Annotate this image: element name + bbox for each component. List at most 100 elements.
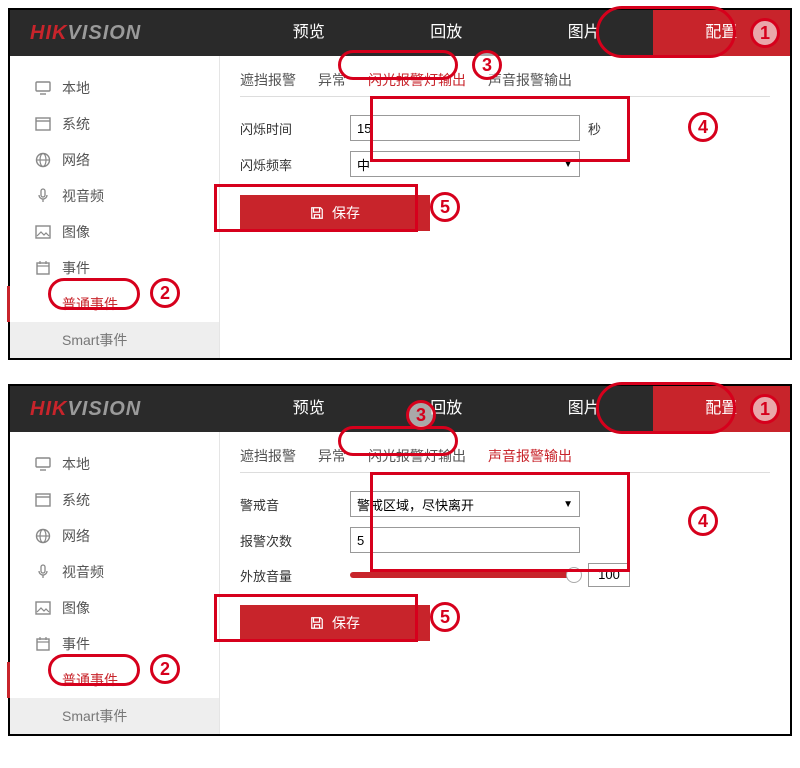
row-flash-freq: 闪烁频率 中 ▼ (240, 151, 770, 177)
volume-value: 100 (588, 563, 630, 587)
alarm-count-label: 报警次数 (240, 531, 350, 550)
chevron-down-icon: ▼ (563, 159, 573, 170)
logo-vision: VISION (67, 398, 141, 420)
sidebar: 本地 系统 网络 视音频 图像 事件 普通事件 Sm (10, 432, 220, 734)
logo: HIKVISION (10, 398, 240, 421)
sidebar-event-label: 事件 (62, 634, 90, 654)
subtab-audio[interactable]: 声音报警输出 (488, 446, 572, 466)
monitor-icon (34, 455, 52, 473)
sidebar-system[interactable]: 系统 (10, 482, 219, 518)
nav-preview[interactable]: 预览 (240, 386, 378, 432)
sidebar-event[interactable]: 事件 (10, 250, 219, 286)
nav-preview[interactable]: 预览 (240, 10, 378, 56)
volume-slider[interactable] (350, 572, 580, 578)
body: 本地 系统 网络 视音频 图像 事件 普通事件 Sm (10, 432, 790, 734)
content: 遮挡报警 异常 闪光报警灯输出 声音报警输出 3 闪烁时间 秒 闪烁频率 中 ▼ (220, 56, 790, 358)
row-alarm-count: 报警次数 (240, 527, 770, 553)
panel-flash-output: HIKVISION 预览 回放 图片 配置 1 本地 系统 网络 视音频 (8, 8, 792, 360)
sidebar-network-label: 网络 (62, 150, 90, 170)
sidebar-event-smart[interactable]: Smart事件 (10, 322, 219, 358)
save-label: 保存 (332, 203, 360, 223)
save-label: 保存 (332, 613, 360, 633)
subtab-flash[interactable]: 闪光报警灯输出 (368, 70, 466, 90)
save-icon (310, 206, 324, 220)
sidebar-local[interactable]: 本地 (10, 446, 219, 482)
alert-sound-label: 警戒音 (240, 495, 350, 514)
mic-icon (34, 187, 52, 205)
nav-playback[interactable]: 回放 (378, 10, 516, 56)
sidebar-event-label: 事件 (62, 258, 90, 278)
sidebar-av[interactable]: 视音频 (10, 554, 219, 590)
logo-vision: VISION (67, 22, 141, 44)
globe-icon (34, 151, 52, 169)
logo: HIKVISION (10, 22, 240, 45)
sidebar-system-label: 系统 (62, 490, 90, 510)
sidebar-system[interactable]: 系统 (10, 106, 219, 142)
subtab-exception[interactable]: 异常 (318, 446, 346, 466)
calendar-icon (34, 259, 52, 277)
nav-picture[interactable]: 图片 (515, 10, 653, 56)
subtab-exception[interactable]: 异常 (318, 70, 346, 90)
sidebar-local-label: 本地 (62, 454, 90, 474)
flash-time-label: 闪烁时间 (240, 119, 350, 138)
logo-hik: HIK (30, 398, 67, 420)
sidebar-event-smart[interactable]: Smart事件 (10, 698, 219, 734)
alert-sound-value: 警戒区域，尽快离开 (357, 495, 474, 514)
flash-time-unit: 秒 (588, 119, 601, 138)
image-icon (34, 223, 52, 241)
sidebar-local[interactable]: 本地 (10, 70, 219, 106)
sidebar-image[interactable]: 图像 (10, 590, 219, 626)
subtabs: 遮挡报警 异常 闪光报警灯输出 声音报警输出 (240, 446, 770, 473)
body: 本地 系统 网络 视音频 图像 事件 普通事件 Sm (10, 56, 790, 358)
window-icon (34, 491, 52, 509)
flash-freq-select[interactable]: 中 ▼ (350, 151, 580, 177)
flash-time-input[interactable] (350, 115, 580, 141)
nav-playback[interactable]: 回放 (378, 386, 516, 432)
annotation-rect-4 (370, 472, 630, 572)
calendar-icon (34, 635, 52, 653)
nav-picture[interactable]: 图片 (515, 386, 653, 432)
subtab-flash[interactable]: 闪光报警灯输出 (368, 446, 466, 466)
save-icon (310, 616, 324, 630)
content: 遮挡报警 异常 闪光报警灯输出 声音报警输出 3 警戒音 警戒区域，尽快离开 ▼… (220, 432, 790, 734)
sidebar-network-label: 网络 (62, 526, 90, 546)
row-volume: 外放音量 100 (240, 563, 770, 587)
subtabs: 遮挡报警 异常 闪光报警灯输出 声音报警输出 (240, 70, 770, 97)
save-button[interactable]: 保存 (240, 195, 430, 231)
sidebar-event-normal[interactable]: 普通事件 (7, 662, 219, 698)
topbar: HIKVISION 预览 回放 图片 配置 1 (10, 386, 790, 432)
nav-config[interactable]: 配置 (653, 10, 791, 56)
alert-sound-select[interactable]: 警戒区域，尽快离开 ▼ (350, 491, 580, 517)
flash-freq-label: 闪烁频率 (240, 155, 350, 174)
volume-label: 外放音量 (240, 566, 350, 585)
save-button[interactable]: 保存 (240, 605, 430, 641)
subtab-audio[interactable]: 声音报警输出 (488, 70, 572, 90)
annotation-number-5: 5 (430, 602, 460, 632)
image-icon (34, 599, 52, 617)
subtab-tamper[interactable]: 遮挡报警 (240, 70, 296, 90)
sidebar-image[interactable]: 图像 (10, 214, 219, 250)
sidebar-event[interactable]: 事件 (10, 626, 219, 662)
sidebar-event-normal[interactable]: 普通事件 (7, 286, 219, 322)
sidebar-image-label: 图像 (62, 598, 90, 618)
logo-hik: HIK (30, 22, 67, 44)
alarm-count-input[interactable] (350, 527, 580, 553)
panel-audio-output: HIKVISION 预览 回放 图片 配置 1 本地 系统 网络 视音频 (8, 384, 792, 736)
sidebar-av[interactable]: 视音频 (10, 178, 219, 214)
flash-freq-value: 中 (357, 155, 370, 174)
sidebar-av-label: 视音频 (62, 186, 104, 206)
annotation-number-5: 5 (430, 192, 460, 222)
slider-thumb[interactable] (566, 567, 582, 583)
sidebar-network[interactable]: 网络 (10, 518, 219, 554)
row-flash-time: 闪烁时间 秒 (240, 115, 770, 141)
sidebar-network[interactable]: 网络 (10, 142, 219, 178)
globe-icon (34, 527, 52, 545)
sidebar-av-label: 视音频 (62, 562, 104, 582)
sidebar-image-label: 图像 (62, 222, 90, 242)
row-alert-sound: 警戒音 警戒区域，尽快离开 ▼ (240, 491, 770, 517)
window-icon (34, 115, 52, 133)
nav-config[interactable]: 配置 (653, 386, 791, 432)
sidebar: 本地 系统 网络 视音频 图像 事件 普通事件 Sm (10, 56, 220, 358)
mic-icon (34, 563, 52, 581)
subtab-tamper[interactable]: 遮挡报警 (240, 446, 296, 466)
